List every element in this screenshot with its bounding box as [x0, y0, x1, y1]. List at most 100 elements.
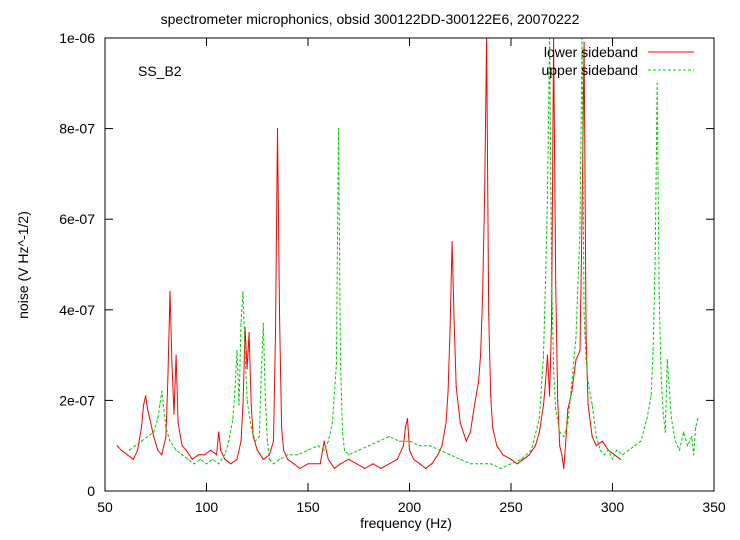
- data-point: [585, 359, 587, 361]
- series-line-2: [129, 291, 270, 465]
- data-point: [490, 395, 492, 397]
- data-point: [583, 41, 585, 44]
- data-point: [510, 463, 512, 465]
- data-point: [171, 363, 173, 365]
- data-point: [408, 449, 411, 451]
- data-point: [145, 395, 147, 397]
- data-point: [173, 413, 175, 415]
- y-tick-label: 0: [87, 483, 95, 499]
- data-point: [522, 458, 524, 460]
- data-point: [484, 196, 486, 198]
- data-point: [658, 295, 660, 297]
- data-point: [577, 282, 579, 284]
- data-point: [419, 463, 421, 465]
- data-point: [640, 440, 642, 442]
- data-point: [187, 458, 189, 460]
- data-point: [323, 449, 325, 451]
- data-point: [555, 282, 557, 284]
- data-point: [516, 463, 518, 465]
- data-point: [557, 399, 559, 401]
- data-point: [439, 449, 441, 451]
- data-point: [406, 417, 409, 420]
- x-tick-label: 100: [195, 499, 219, 515]
- data-point: [307, 463, 309, 465]
- data-point: [161, 390, 163, 392]
- data-point: [140, 440, 143, 442]
- data-point: [358, 449, 360, 451]
- data-point: [126, 454, 128, 456]
- data-point: [264, 399, 266, 401]
- data-point: [616, 449, 618, 451]
- data-point: [449, 454, 451, 456]
- data-point: [595, 445, 597, 447]
- data-point: [169, 291, 171, 293]
- data-point: [437, 454, 439, 456]
- data-point: [502, 454, 504, 456]
- y-tick-label: 4e-07: [59, 302, 95, 318]
- data-point: [601, 440, 603, 442]
- data-point: [425, 467, 427, 469]
- data-point: [482, 295, 484, 297]
- data-point: [279, 458, 281, 460]
- data-point: [656, 82, 658, 84]
- data-point: [579, 350, 581, 352]
- data-point: [567, 422, 569, 424]
- data-point: [348, 454, 350, 456]
- data-point: [234, 390, 236, 392]
- data-point: [528, 454, 530, 456]
- data-point: [268, 458, 270, 460]
- data-point: [622, 454, 624, 456]
- data-point: [530, 449, 532, 451]
- data-point: [240, 322, 242, 324]
- data-point: [165, 436, 167, 438]
- data-point: [224, 458, 226, 460]
- data-point: [343, 449, 346, 451]
- data-point: [232, 417, 234, 420]
- data-point: [691, 436, 693, 438]
- data-point: [281, 427, 283, 429]
- data-point: [555, 408, 557, 411]
- data-point: [587, 381, 589, 383]
- data-point: [549, 395, 551, 397]
- data-point: [120, 449, 122, 451]
- series-layer: [116, 38, 699, 469]
- data-point: [339, 463, 342, 465]
- data-point: [181, 445, 183, 447]
- data-point: [585, 336, 587, 338]
- data-point: [563, 436, 565, 438]
- data-point: [297, 454, 299, 456]
- data-point: [147, 436, 149, 438]
- data-point: [542, 354, 545, 356]
- data-point: [441, 445, 443, 447]
- data-point: [335, 363, 337, 365]
- data-point: [510, 458, 512, 460]
- x-tick-label: 250: [499, 499, 523, 515]
- data-point: [551, 318, 553, 320]
- data-point: [274, 331, 277, 334]
- data-point: [396, 458, 398, 460]
- data-point: [429, 445, 431, 447]
- data-point: [279, 318, 281, 320]
- data-point: [500, 467, 502, 469]
- data-point: [169, 440, 171, 442]
- data-point: [331, 422, 333, 424]
- data-point: [546, 354, 549, 356]
- data-point: [520, 458, 522, 460]
- data-point: [256, 449, 258, 451]
- data-point: [224, 454, 226, 456]
- data-point: [199, 458, 201, 460]
- data-point: [250, 404, 252, 406]
- data-point: [236, 350, 238, 352]
- data-point: [542, 404, 545, 406]
- data-point: [157, 449, 159, 451]
- data-point: [244, 354, 246, 356]
- data-point: [339, 363, 342, 365]
- data-point: [687, 445, 689, 447]
- data-point: [337, 128, 340, 130]
- data-point: [398, 440, 400, 442]
- legend-label: upper sideband: [541, 62, 638, 78]
- data-point: [646, 417, 648, 420]
- plot-frame: [104, 37, 715, 492]
- data-point: [453, 322, 455, 324]
- data-point: [465, 440, 467, 442]
